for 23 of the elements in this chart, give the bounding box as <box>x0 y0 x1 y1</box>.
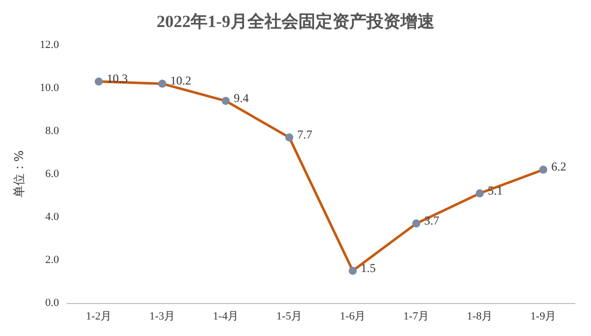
data-label: 3.7 <box>424 213 440 228</box>
y-tick-label: 4.0 <box>45 211 60 223</box>
x-tick-label: 1-8月 <box>466 310 493 322</box>
data-label: 10.2 <box>170 74 192 88</box>
x-tick-label: 1-9月 <box>530 310 556 322</box>
data-label: 9.4 <box>234 90 249 105</box>
x-tick-label: 1-4月 <box>212 310 239 322</box>
y-tick-label: 8.0 <box>45 125 60 137</box>
y-tick-label: 2.0 <box>45 254 60 266</box>
y-axis-title: 单位：% <box>12 150 26 198</box>
y-tick-label: 6.0 <box>45 168 60 180</box>
x-tick-label: 1-6月 <box>340 310 366 322</box>
x-tick-label: 1-2月 <box>86 310 112 322</box>
x-tick-label: 1-3月 <box>149 310 176 322</box>
data-label: 1.5 <box>360 260 376 275</box>
y-tick-label: 10.0 <box>40 82 60 94</box>
data-label: 7.7 <box>297 127 312 142</box>
data-label: 6.2 <box>551 160 566 174</box>
y-tick-label: 12.0 <box>40 39 60 51</box>
chart-title: 2022年1-9月全社会固定资产投资增速 <box>156 12 434 31</box>
y-tick-label: 0.0 <box>45 297 60 309</box>
x-tick-label: 1-7月 <box>403 310 430 322</box>
x-tick-label: 1-5月 <box>276 310 302 322</box>
